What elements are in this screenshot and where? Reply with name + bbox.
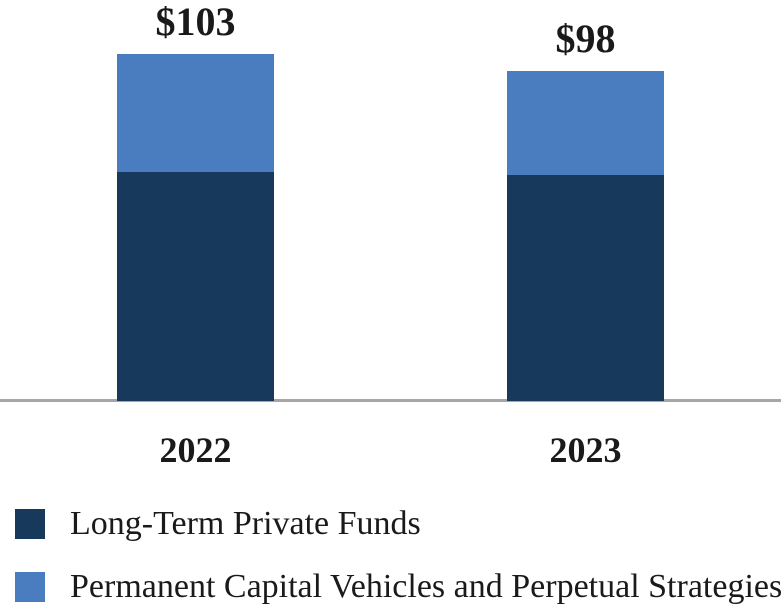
legend-item-permanent-capital-vehicles: Permanent Capital Vehicles and Perpetual… (15, 566, 781, 608)
x-axis-label-2023: 2023 (549, 430, 622, 470)
legend-swatch-long-term-private-funds (15, 509, 45, 539)
bar-segment-2022-series-1 (117, 54, 274, 172)
bar-total-label-2023: $98 (555, 16, 616, 61)
bar-segment-2023-series-1 (507, 71, 664, 175)
x-axis-line (0, 399, 781, 402)
legend-label-long-term-private-funds: Long-Term Private Funds (70, 505, 421, 542)
bar-total-label-2022: $103 (155, 0, 236, 44)
legend-swatch-permanent-capital-vehicles (15, 572, 45, 602)
legend-item-long-term-private-funds: Long-Term Private Funds (15, 503, 781, 545)
x-axis-label-2022: 2022 (159, 430, 232, 470)
legend-label-permanent-capital-vehicles: Permanent Capital Vehicles and Perpetual… (70, 568, 781, 605)
legend: Long-Term Private Funds Permanent Capita… (15, 503, 781, 616)
bar-segment-2023-series-0 (507, 175, 664, 401)
bar-segment-2022-series-0 (117, 172, 274, 401)
